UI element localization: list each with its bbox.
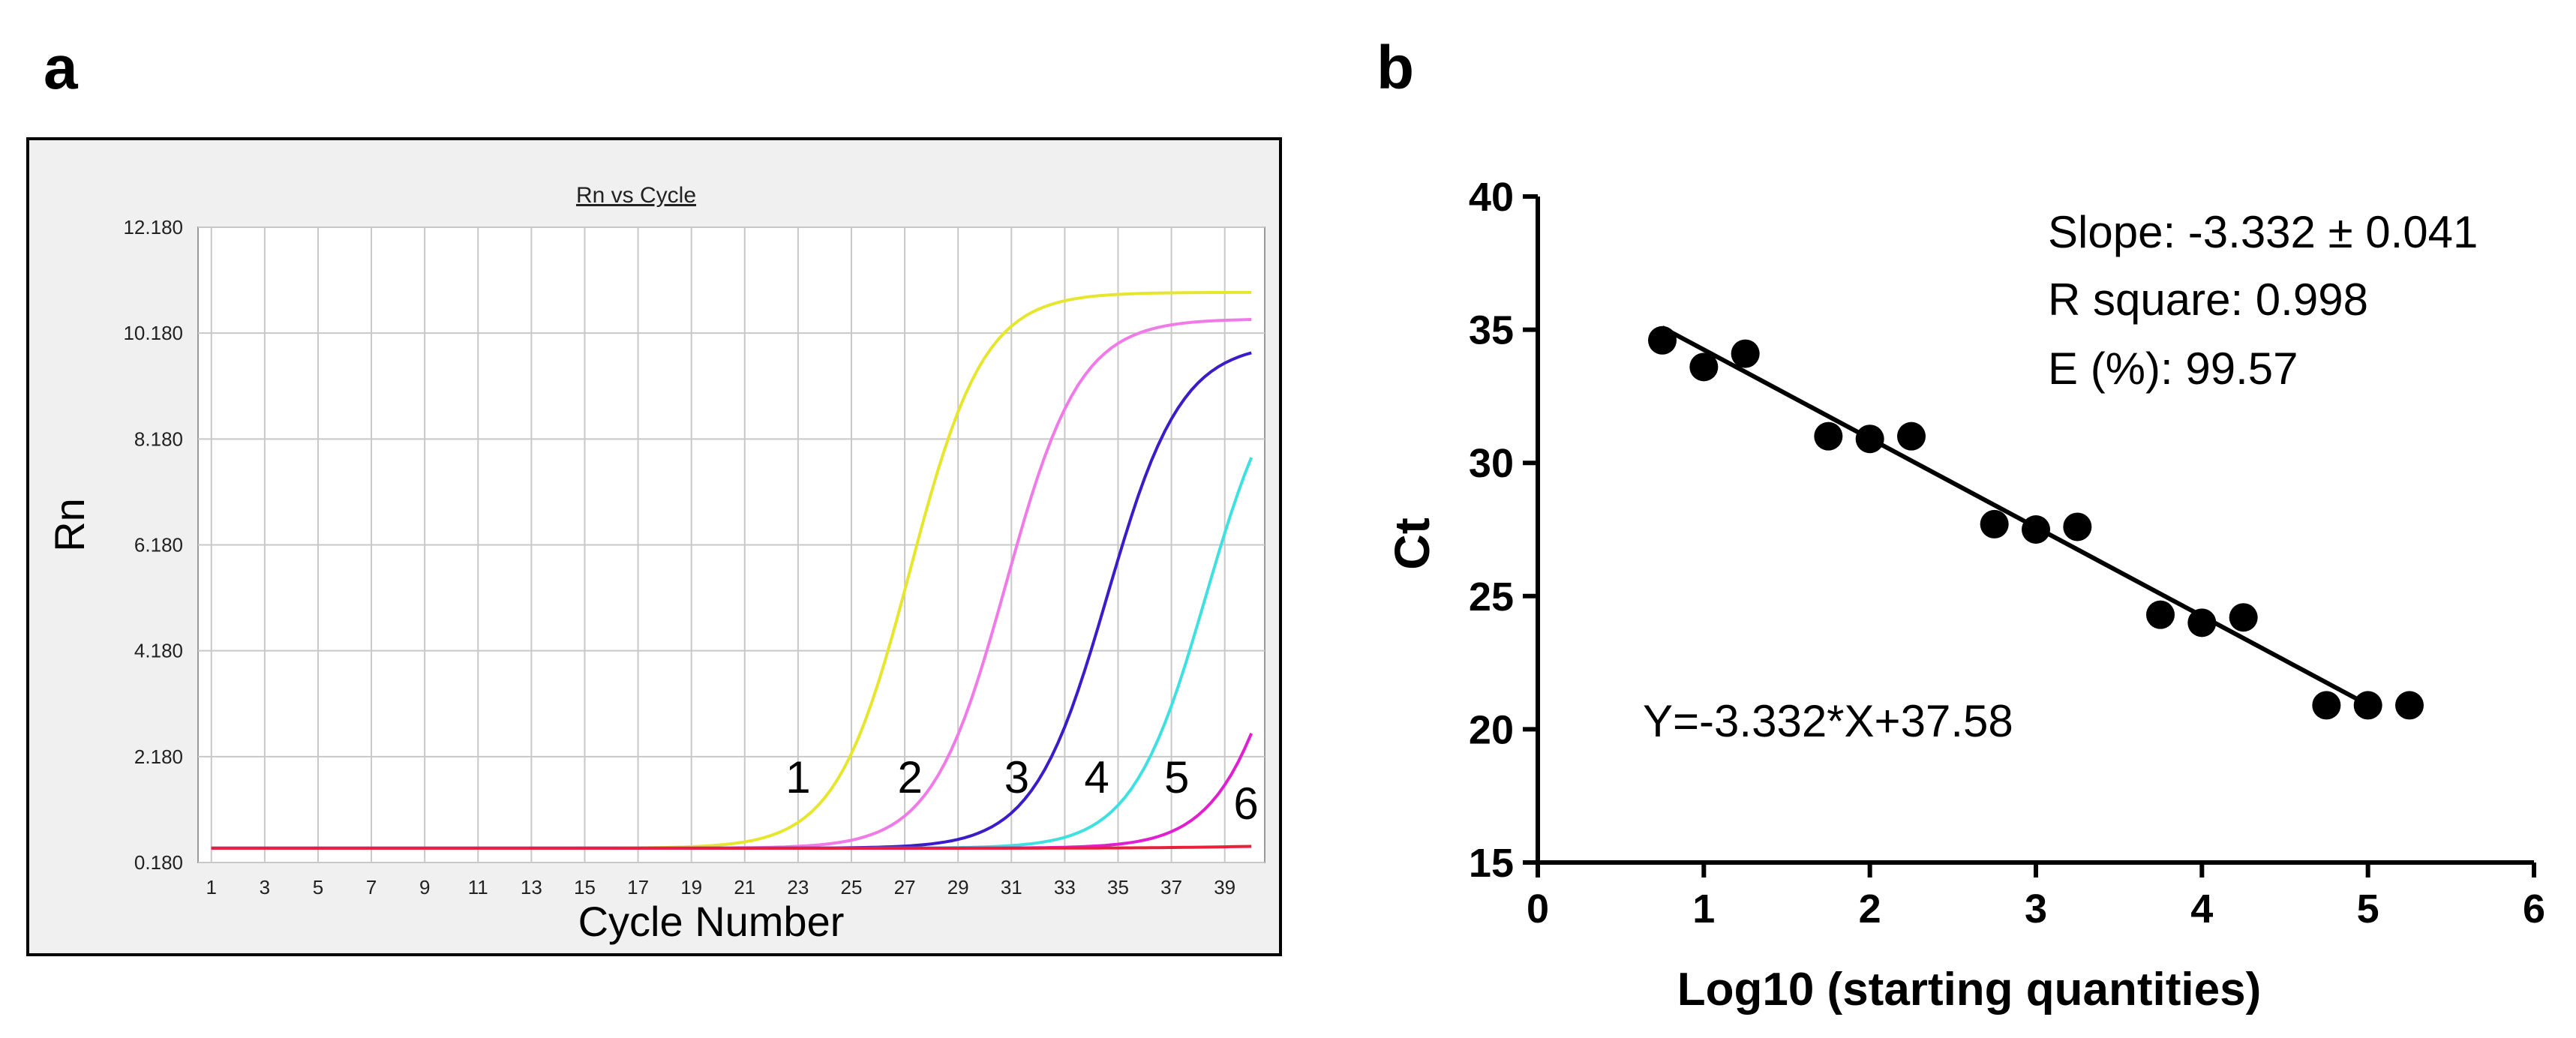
amp-x-tick-label: 3 xyxy=(260,876,270,898)
std-data-point xyxy=(1980,509,2009,538)
amp-plot-title: Rn vs Cycle xyxy=(576,183,696,208)
std-efficiency-annotation: E (%): 99.57 xyxy=(2048,344,2298,394)
amp-y-tick-label: 2.180 xyxy=(134,746,183,768)
amp-x-tick-label: 29 xyxy=(947,876,969,898)
std-data-point xyxy=(2312,691,2341,720)
std-data-point xyxy=(2022,515,2050,544)
panel-label-a: a xyxy=(44,34,79,102)
amp-x-tick-label: 33 xyxy=(1054,876,1076,898)
std-y-tick-label: 25 xyxy=(1469,574,1514,620)
panel-b-standard-curve: 0 1 2 3 4 5 6 15 20 25 30 35 40 Slope: -3.332 ± 0.04… xyxy=(1384,175,2545,1016)
std-x-tick-label: 6 xyxy=(2523,886,2545,932)
std-tick-labels: 0 1 2 3 4 5 6 15 20 25 30 35 40 xyxy=(1469,175,2545,932)
std-data-point xyxy=(1689,352,1719,382)
amp-y-tick-label: 12.180 xyxy=(123,216,183,238)
amp-y-tick-label: 6.180 xyxy=(134,534,183,556)
std-y-tick-label: 20 xyxy=(1469,707,1514,752)
std-data-point xyxy=(1814,422,1843,451)
amp-x-tick-label: 25 xyxy=(841,876,863,898)
std-rsquare-annotation: R square: 0.998 xyxy=(2048,274,2368,325)
amp-curve-6 xyxy=(211,844,1252,850)
std-x-tick-label: 0 xyxy=(1527,886,1549,932)
std-x-tick-label: 5 xyxy=(2357,886,2379,932)
amp-curve-number-label: 2 xyxy=(897,752,922,802)
amp-curves xyxy=(211,290,1253,850)
std-data-point xyxy=(2353,691,2382,720)
std-y-tick-label: 15 xyxy=(1469,841,1514,886)
std-regression-line xyxy=(1661,326,2370,707)
std-data-point xyxy=(2146,600,2175,629)
std-y-tick-label: 30 xyxy=(1469,441,1514,486)
amp-x-tick-label: 15 xyxy=(574,876,596,898)
std-data-point xyxy=(2063,512,2092,542)
amp-x-tick-label: 37 xyxy=(1160,876,1182,898)
amp-x-tick-label: 21 xyxy=(734,876,755,898)
std-y-axis-label: Ct xyxy=(1384,518,1440,570)
amp-x-tick-label: 35 xyxy=(1107,876,1129,898)
std-data-point xyxy=(1855,424,1884,454)
std-fit-line xyxy=(1661,326,2370,707)
std-x-tick-label: 4 xyxy=(2190,886,2213,932)
amp-curve-number-label: 4 xyxy=(1084,752,1109,802)
amp-y-tick-label: 0.180 xyxy=(134,851,183,874)
std-x-tick-label: 1 xyxy=(1692,886,1715,932)
amp-x-tick-label: 27 xyxy=(894,876,916,898)
amp-x-tick-label: 31 xyxy=(1001,876,1022,898)
std-slope-annotation: Slope: -3.332 ± 0.041 xyxy=(2048,207,2478,257)
amp-y-tick-label: 10.180 xyxy=(123,322,183,344)
std-points xyxy=(1648,326,2424,720)
std-data-point xyxy=(1897,422,1926,451)
amp-gridlines xyxy=(197,226,1265,863)
amp-x-tick-label: 11 xyxy=(468,876,488,898)
std-axes xyxy=(1523,194,2536,878)
std-data-point xyxy=(2187,608,2217,638)
std-y-tick-label: 40 xyxy=(1469,175,1514,220)
std-x-tick-label: 2 xyxy=(1859,886,1881,932)
std-y-tick-label: 35 xyxy=(1469,308,1514,353)
amp-curve-number-label: 6 xyxy=(1233,778,1258,829)
amp-x-tick-label: 5 xyxy=(313,876,323,898)
amp-y-axis-label: Rn xyxy=(46,498,93,552)
amp-y-tick-label: 4.180 xyxy=(134,640,183,662)
amp-tick-labels: 1 3 5 7 9 11 13 15 17 19 21 23 25 27 29 31 33 35 37 390.180… xyxy=(123,216,1235,898)
amp-y-tick-label: 8.180 xyxy=(134,428,183,450)
amp-x-tick-label: 17 xyxy=(627,876,649,898)
std-data-point xyxy=(1731,339,1760,368)
std-equation-annotation: Y=-3.332*X+37.58 xyxy=(1643,696,2013,746)
amp-x-tick-label: 39 xyxy=(1214,876,1235,898)
amp-curve-number-label: 1 xyxy=(785,752,810,802)
panel-label-b: b xyxy=(1377,34,1414,102)
amp-x-tick-label: 7 xyxy=(366,876,377,898)
std-data-point xyxy=(2229,603,2258,632)
amp-curve-number-label: 5 xyxy=(1164,752,1189,802)
std-x-axis-label: Log10 (starting quantities) xyxy=(1677,964,2261,1016)
std-x-tick-label: 3 xyxy=(2025,886,2047,932)
std-data-point xyxy=(1648,326,1677,355)
amp-x-tick-label: 9 xyxy=(419,876,430,898)
amp-x-tick-label: 19 xyxy=(680,876,702,898)
panel-a-amplification-plot: Rn vs Cycle 1 3 5 7 9 11 13 15 17 19 21 23 25 27 29 31 3… xyxy=(26,137,1282,956)
amp-curve-number-label: 3 xyxy=(1004,752,1029,802)
std-data-point xyxy=(2395,691,2424,720)
amp-x-tick-label: 13 xyxy=(521,876,542,898)
amp-x-tick-label: 1 xyxy=(206,876,217,898)
amp-x-tick-label: 23 xyxy=(787,876,809,898)
amp-curve-labels: 1 2 3 4 56 xyxy=(785,752,1259,829)
amp-x-axis-label: Cycle Number xyxy=(578,898,845,945)
